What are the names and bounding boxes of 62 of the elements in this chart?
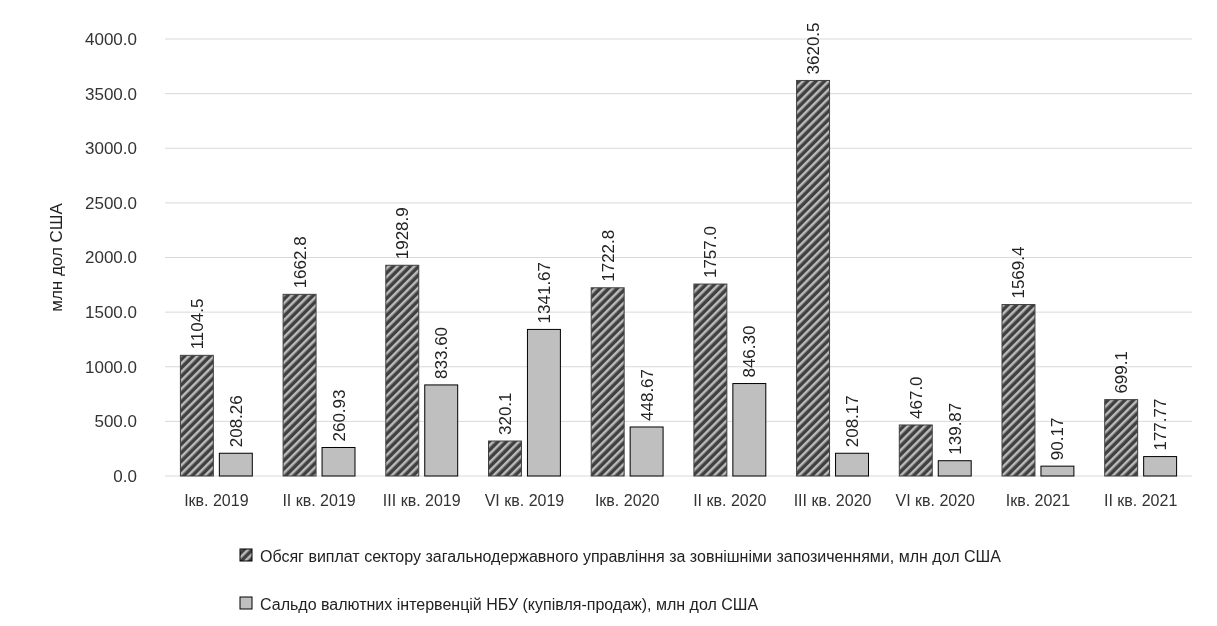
data-label: 1662.8 xyxy=(290,236,310,289)
bar xyxy=(732,383,767,477)
data-label: 320.1 xyxy=(495,392,515,436)
x-tick-label: Ікв. 2020 xyxy=(594,492,660,509)
x-tick-label: VІ кв. 2020 xyxy=(895,492,976,509)
bar xyxy=(526,328,561,477)
data-label: 90.17 xyxy=(1048,417,1068,461)
data-label: 177.77 xyxy=(1151,398,1171,451)
data-label: 139.87 xyxy=(945,402,965,455)
legend-label: Обсяг виплат сектору загальнодержавного управління за зовнішніми запозиченнями, млн дол США xyxy=(260,547,1002,565)
bar xyxy=(1104,399,1139,477)
data-label: 467.0 xyxy=(906,376,926,419)
x-tick-label: VІ кв. 2019 xyxy=(484,492,565,509)
bar xyxy=(693,283,728,477)
y-tick-label: 3000.0 xyxy=(85,139,137,159)
bar xyxy=(282,293,317,477)
bar xyxy=(1001,304,1036,477)
bar xyxy=(590,287,625,477)
y-tick-label: 4000.0 xyxy=(85,29,137,49)
bar xyxy=(1040,465,1075,477)
bar xyxy=(488,440,522,477)
y-tick-label: 500.0 xyxy=(94,412,137,432)
bar xyxy=(796,79,831,477)
x-tick-label: ІІ кв. 2019 xyxy=(282,492,356,509)
data-label: 1928.9 xyxy=(393,207,413,260)
bar xyxy=(835,452,869,477)
y-tick-label: 3500.0 xyxy=(85,84,137,104)
data-label: 846.30 xyxy=(740,325,760,378)
data-label: 448.67 xyxy=(637,368,657,421)
data-label: 699.1 xyxy=(1112,351,1132,394)
data-label: 208.26 xyxy=(226,395,246,448)
legend-label: Сальдо валютних інтервенцій НБУ (купівля-продаж), млн дол США xyxy=(260,595,759,613)
y-tick-label: 1500.0 xyxy=(85,303,137,323)
bar xyxy=(937,460,972,477)
data-label: 833.60 xyxy=(432,326,452,379)
y-tick-label: 2500.0 xyxy=(85,193,137,213)
data-label: 1104.5 xyxy=(187,298,207,350)
data-label: 1569.4 xyxy=(1009,246,1029,299)
bar xyxy=(385,264,420,477)
x-tick-label: ІІІ кв. 2020 xyxy=(793,492,872,509)
x-tick-label: ІІ кв. 2021 xyxy=(1103,492,1178,509)
bar xyxy=(629,426,664,477)
bar xyxy=(321,446,356,477)
bar xyxy=(1143,456,1178,477)
bar xyxy=(179,354,214,477)
x-tick-label: ІІ кв. 2020 xyxy=(693,492,767,509)
data-label: 1757.0 xyxy=(701,226,721,279)
bar xyxy=(218,452,253,477)
bar xyxy=(424,384,459,477)
data-label: 260.93 xyxy=(329,389,349,442)
y-tick-label: 0.0 xyxy=(113,466,137,486)
y-tick-label: 2000.0 xyxy=(85,248,137,268)
data-label: 1341.67 xyxy=(534,261,554,324)
data-label: 208.17 xyxy=(843,395,863,448)
x-tick-label: Ікв. 2021 xyxy=(1005,492,1071,509)
x-tick-label: ІІІ кв. 2019 xyxy=(382,492,461,509)
y-tick-label: 1000.0 xyxy=(85,357,137,377)
x-tick-label: Ікв. 2019 xyxy=(184,492,249,509)
y-axis-title: млн дол США xyxy=(47,202,66,312)
bar xyxy=(898,424,933,477)
data-label: 1722.8 xyxy=(598,229,618,282)
data-label: 3620.5 xyxy=(804,22,824,75)
